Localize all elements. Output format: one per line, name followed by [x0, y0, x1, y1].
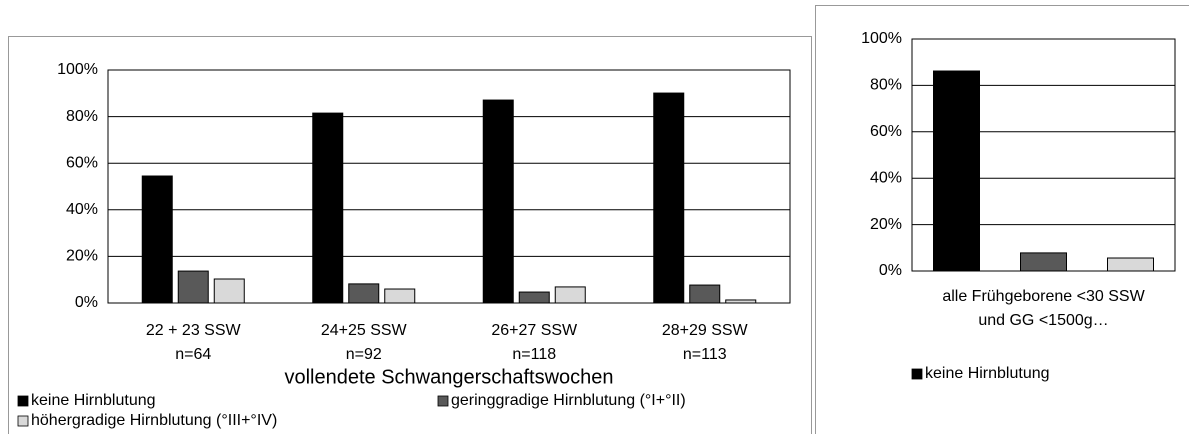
legend-label: geringgradige Hirnblutung (°I+°II) — [451, 392, 686, 409]
legend-swatch — [911, 368, 923, 380]
x-tick-label: n=92 — [346, 346, 382, 363]
bar — [518, 291, 550, 304]
x-tick-label: n=113 — [683, 346, 727, 363]
chart-frame — [8, 36, 812, 434]
x-tick-label: 26+27 SSW — [491, 322, 578, 339]
legend-swatch — [17, 395, 29, 407]
bar — [653, 92, 685, 304]
x-tick-label: 22 + 23 SSW — [146, 322, 242, 339]
y-tick-label: 80% — [66, 108, 98, 125]
legend-label: keine Hirnblutung — [31, 392, 156, 409]
x-axis-label: vollendete Schwangerschaftswochen — [284, 366, 613, 388]
legend-swatch — [437, 395, 449, 407]
bar — [348, 283, 380, 304]
legend-swatch — [17, 415, 29, 427]
bar — [1107, 257, 1154, 272]
x-tick-label: 24+25 SSW — [321, 322, 408, 339]
bar — [177, 270, 209, 304]
bar — [689, 284, 721, 304]
y-tick-label: 0% — [75, 294, 98, 311]
y-tick-label: 40% — [66, 201, 98, 218]
y-tick-label: 0% — [879, 262, 902, 279]
y-tick-label: 20% — [66, 248, 98, 265]
y-tick-label: 40% — [870, 169, 902, 186]
x-tick-label: 28+29 SSW — [662, 322, 749, 339]
bar — [384, 288, 416, 304]
y-tick-label: 80% — [870, 77, 902, 94]
bar — [554, 286, 586, 304]
y-tick-label: 100% — [57, 61, 98, 78]
bar — [141, 175, 173, 304]
bar — [312, 112, 344, 304]
legend-label: höhergradige Hirnblutung (°III+°IV) — [31, 412, 277, 429]
x-tick-label: alle Frühgeborene <30 SSW — [942, 288, 1145, 305]
bar — [725, 299, 757, 304]
bar — [213, 278, 245, 304]
y-tick-label: 20% — [870, 216, 902, 233]
y-tick-label: 60% — [870, 123, 902, 140]
x-tick-label: und GG <1500g… — [978, 312, 1108, 329]
legend-label: keine Hirnblutung — [925, 365, 1050, 382]
bar — [1020, 252, 1067, 272]
x-tick-label: n=64 — [175, 346, 211, 363]
bar — [482, 99, 514, 304]
x-tick-label: n=118 — [512, 346, 556, 363]
plot-frame — [107, 69, 791, 304]
y-tick-label: 60% — [66, 154, 98, 171]
bar — [933, 70, 980, 272]
y-tick-label: 100% — [861, 30, 902, 47]
chart-frame — [815, 5, 1189, 434]
